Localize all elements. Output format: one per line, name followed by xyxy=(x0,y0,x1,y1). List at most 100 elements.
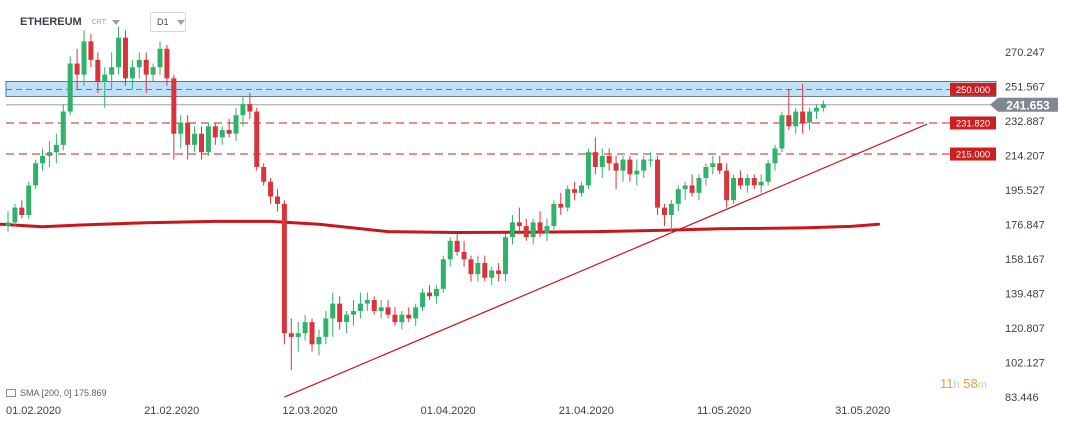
candle xyxy=(668,200,674,234)
x-tick-label: 11.05.2020 xyxy=(697,405,751,417)
candle xyxy=(205,122,211,156)
candle-body xyxy=(60,111,66,145)
y-tick-label: 83.446 xyxy=(1005,392,1039,404)
level-label: 250.000 xyxy=(950,82,996,96)
candle-body xyxy=(337,303,343,323)
candle xyxy=(786,89,792,131)
price-levels xyxy=(6,104,996,155)
candle xyxy=(323,311,329,345)
candle xyxy=(330,292,336,337)
level-label-text: 250.000 xyxy=(956,85,990,96)
level-labels: 250.000 231.820 215.000 241.653 xyxy=(950,82,1058,161)
candles xyxy=(5,26,826,371)
candle-body xyxy=(247,104,253,112)
candle-body xyxy=(710,163,716,167)
candle-body xyxy=(205,126,211,153)
candle-body xyxy=(682,185,688,190)
indicator-legend[interactable]: SMA [200, 0] 175.869 xyxy=(6,388,107,398)
candle xyxy=(219,126,225,145)
candle-body xyxy=(530,222,536,238)
candle-body xyxy=(731,178,737,201)
candle xyxy=(316,329,322,356)
candle xyxy=(143,52,149,94)
indicator-icon xyxy=(6,389,16,397)
candle xyxy=(233,107,239,142)
candle xyxy=(364,292,370,312)
timeframe-select[interactable]: D1 xyxy=(150,12,186,32)
candle xyxy=(565,185,571,212)
candle xyxy=(309,318,315,352)
candle-body xyxy=(378,307,384,312)
candle xyxy=(592,137,598,175)
candle xyxy=(81,30,87,86)
candle-timer: 11h 58m xyxy=(940,376,987,391)
y-tick-label: 195.527 xyxy=(1005,185,1045,197)
candle-body xyxy=(116,37,122,68)
symbol-name: ETHEREUM xyxy=(20,16,82,28)
candle xyxy=(427,285,433,300)
candle-body xyxy=(136,59,142,68)
candle-body xyxy=(620,159,626,171)
candle-body xyxy=(565,189,571,208)
candle xyxy=(26,181,32,219)
candle xyxy=(682,181,688,201)
candle xyxy=(572,181,578,201)
candle xyxy=(295,322,301,352)
candle xyxy=(530,218,536,245)
x-tick-label: 21.02.2020 xyxy=(144,405,199,417)
candle-body xyxy=(468,259,474,275)
candle xyxy=(281,200,287,345)
candle xyxy=(337,296,343,330)
timer-minutes: 58 xyxy=(963,376,978,391)
chart-header: ETHEREUM CRT xyxy=(20,12,120,32)
candle xyxy=(40,148,46,171)
candle-body xyxy=(268,181,274,197)
candle-body xyxy=(551,203,557,227)
sma-legend-text: SMA [200, 0] 175.869 xyxy=(20,388,107,398)
candle xyxy=(150,63,156,83)
chevron-down-icon[interactable] xyxy=(112,19,120,25)
candle xyxy=(807,107,813,131)
candle xyxy=(192,126,198,153)
level-label-text: 215.000 xyxy=(956,150,990,161)
support-trendline xyxy=(284,123,928,398)
candle-body xyxy=(26,185,32,215)
candle-body xyxy=(309,322,315,345)
candle-body xyxy=(281,203,287,334)
resistance-zone xyxy=(5,81,997,97)
candle-body xyxy=(668,203,674,215)
candle xyxy=(544,218,550,241)
candle-body xyxy=(696,178,702,193)
y-tick-label: 158.167 xyxy=(1005,254,1045,266)
candle xyxy=(109,52,115,90)
candle-body xyxy=(641,159,647,171)
candle-body xyxy=(800,111,806,123)
candle-body xyxy=(46,152,52,156)
candle xyxy=(496,263,502,282)
candle xyxy=(33,159,39,190)
candle-body xyxy=(157,48,163,68)
candle xyxy=(503,233,509,282)
candle-body xyxy=(53,144,59,153)
candle-body xyxy=(302,322,308,334)
candle-body xyxy=(703,166,709,179)
current-price-tag: 241.653 xyxy=(990,97,1058,112)
chevron-down-icon xyxy=(176,19,185,25)
candle-body xyxy=(475,263,481,275)
candle xyxy=(482,255,488,282)
candle-body xyxy=(751,178,757,186)
candle-body xyxy=(261,166,267,182)
candle-body xyxy=(744,178,750,186)
candle xyxy=(399,311,405,330)
candle xyxy=(5,211,11,232)
candle xyxy=(226,118,232,138)
candle xyxy=(724,163,730,208)
candle-body xyxy=(288,333,294,337)
candle xyxy=(599,148,605,179)
candle xyxy=(579,181,585,197)
current-price-tag-bg xyxy=(990,97,1058,112)
candle xyxy=(60,104,66,151)
candle xyxy=(171,74,177,160)
candle xyxy=(88,33,94,68)
